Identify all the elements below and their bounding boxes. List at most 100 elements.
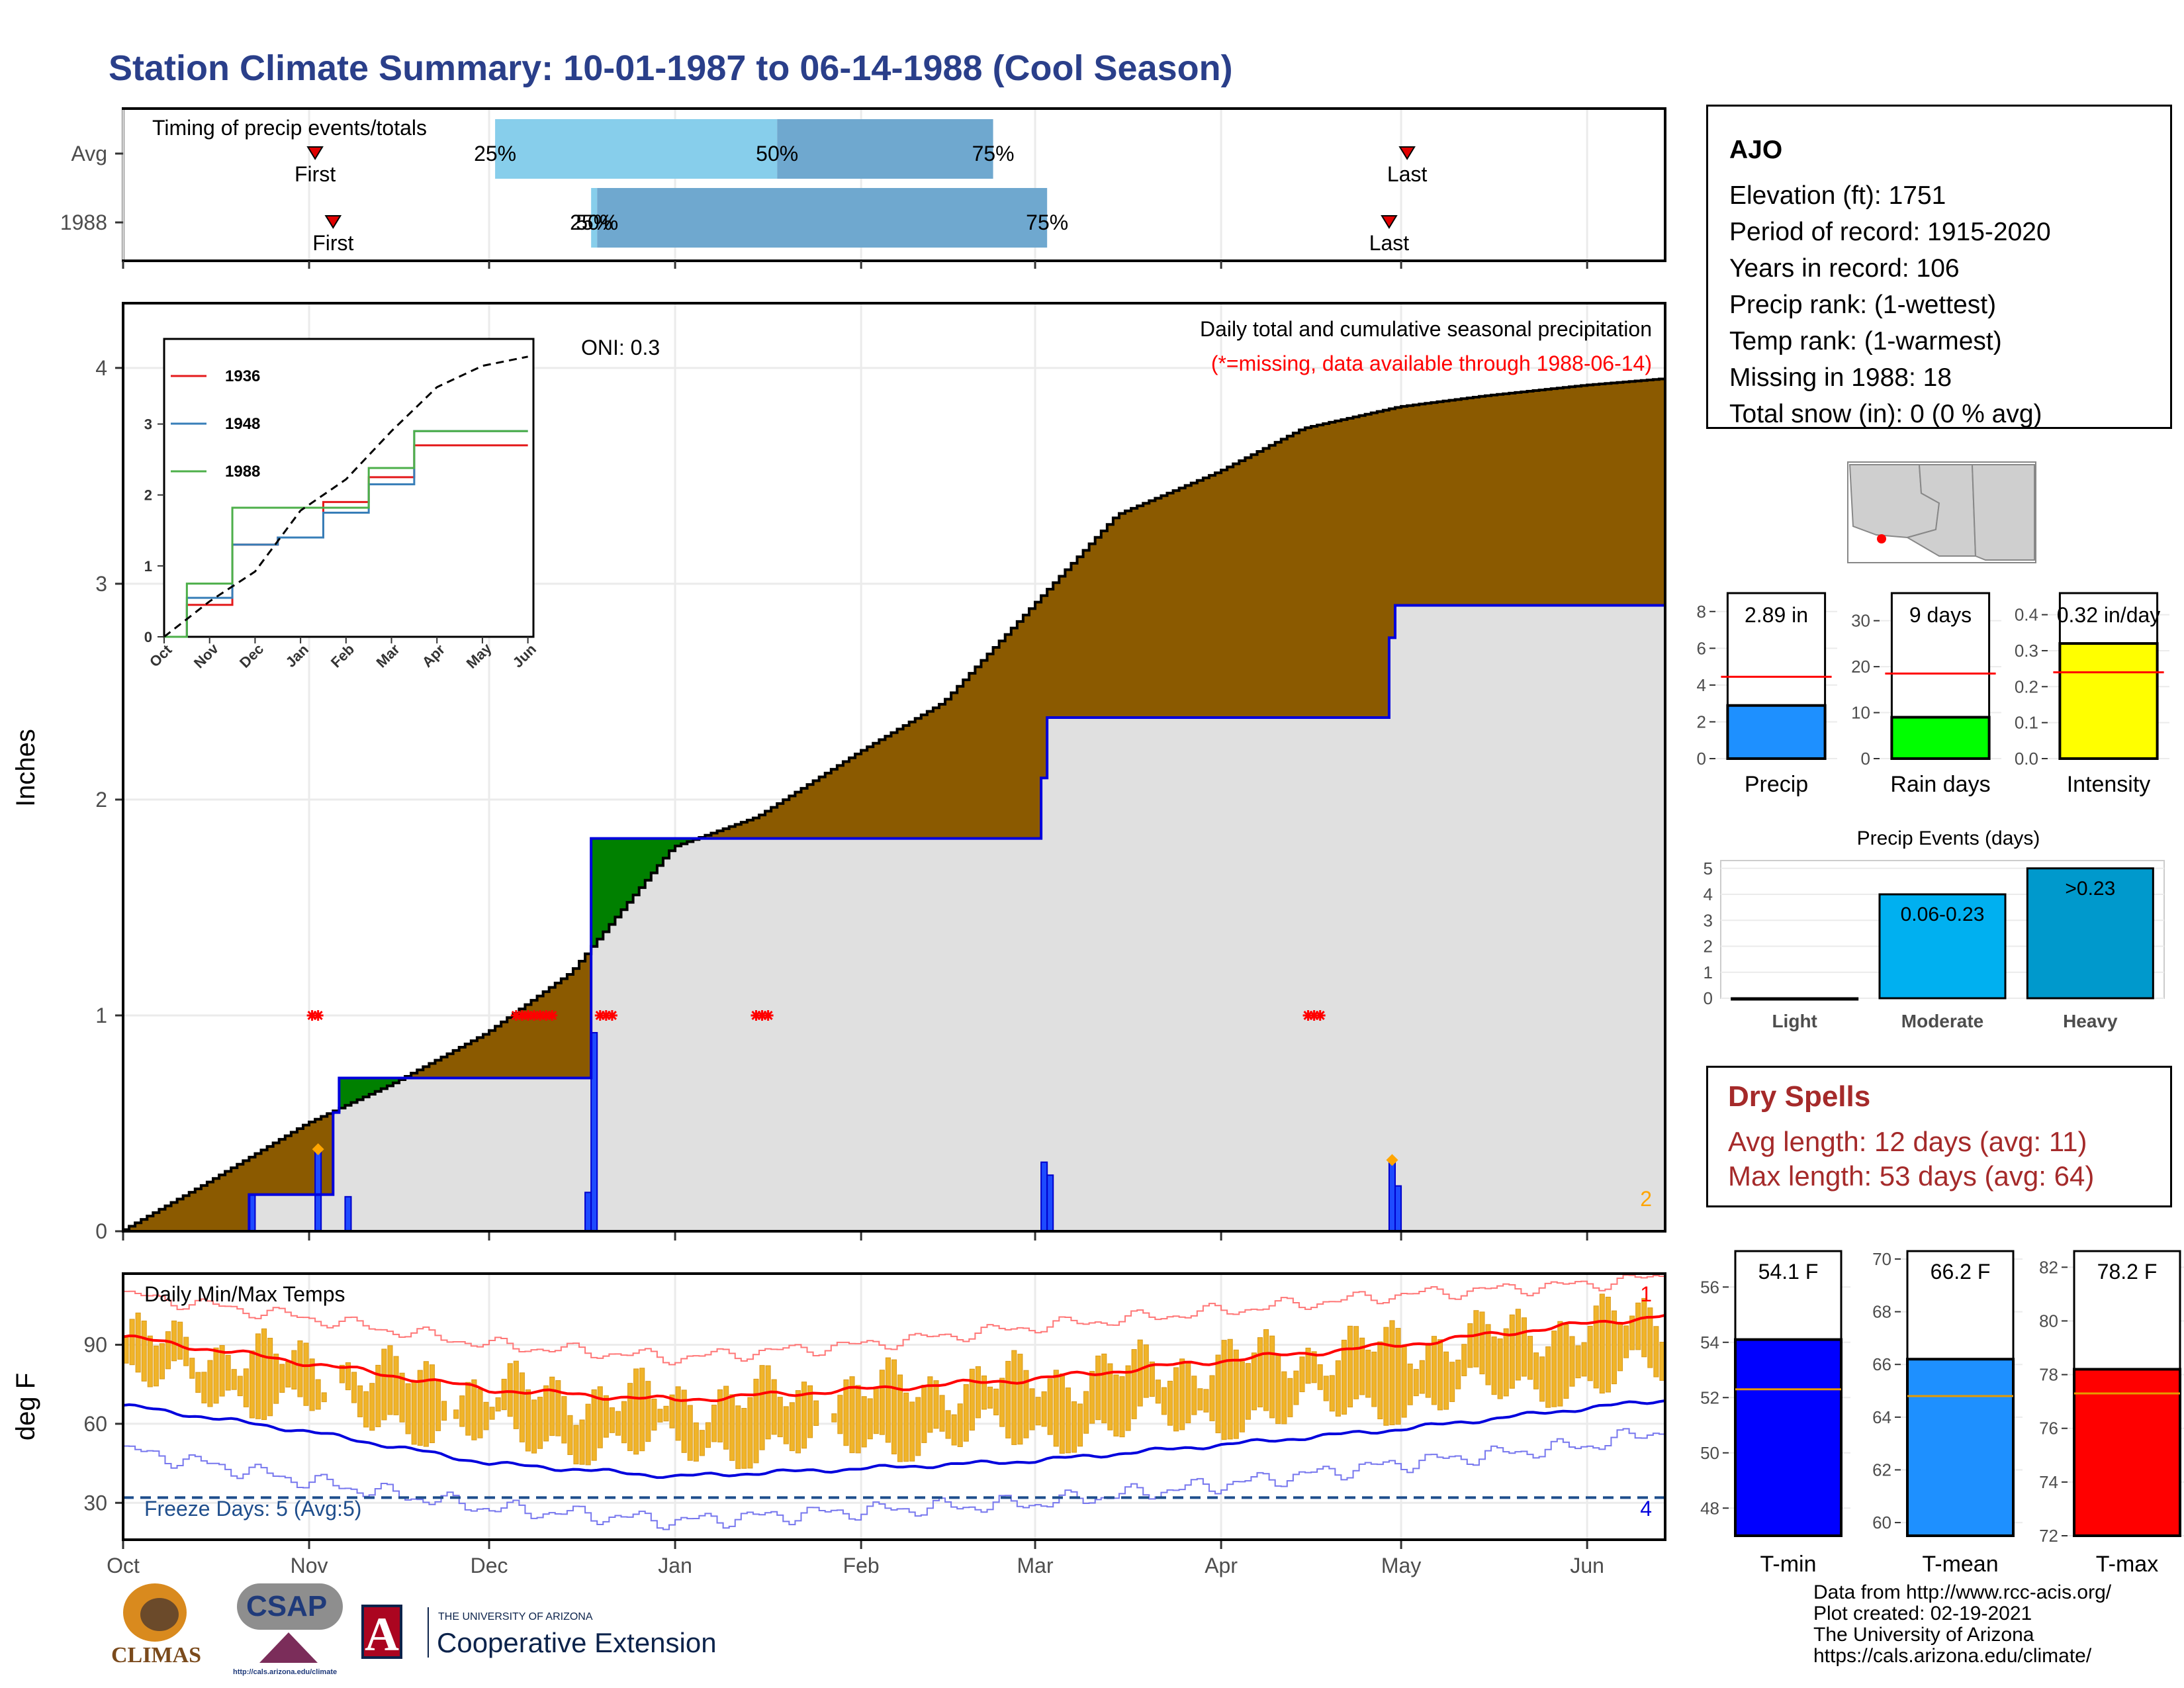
- precip-panel: 0 1 2 3 4 Daily total and cumulative seasonal…: [11, 302, 1666, 1243]
- daily-temp-bar: [615, 1411, 621, 1436]
- daily-temp-bar: [1473, 1310, 1479, 1368]
- events-bar: [2026, 867, 2154, 1000]
- temp-mini-label: T-max: [2096, 1552, 2158, 1577]
- cumulative-1988-area: [123, 605, 1665, 1231]
- daily-temp-bar: [609, 1407, 615, 1433]
- missing-day-marker: [312, 1009, 324, 1021]
- daily-temp-bar: [285, 1361, 291, 1387]
- daily-temp-bar: [1143, 1344, 1149, 1398]
- daily-temp-bar: [507, 1363, 513, 1417]
- daily-temp-bar: [927, 1376, 933, 1433]
- daily-temp-bar: [381, 1348, 387, 1421]
- daily-temp-bar: [861, 1396, 867, 1448]
- daily-temp-bar: [903, 1392, 909, 1462]
- daily-temp-bar: [1371, 1351, 1377, 1407]
- daily-temp-bar: [1245, 1363, 1251, 1420]
- daily-temp-bar: [897, 1374, 903, 1462]
- daily-temp-bar: [1575, 1345, 1581, 1379]
- timing-bar-q25-q50: [591, 188, 598, 248]
- timing-bar-q50-q75: [597, 188, 1048, 248]
- temp-mini-outline: [1906, 1250, 2015, 1360]
- daily-temp-bar: [237, 1376, 243, 1397]
- average-min-line: [122, 1399, 1666, 1479]
- daily-temp-bar: [1131, 1349, 1137, 1419]
- daily-temp-bar: [393, 1356, 399, 1415]
- missing-day-marker: [516, 1009, 527, 1021]
- daily-temp-bar: [1305, 1347, 1311, 1384]
- timing-bar-q50-q75: [777, 119, 993, 179]
- daily-temp-bar: [1311, 1351, 1317, 1383]
- daily-temp-bar: [729, 1394, 735, 1461]
- daily-temp-bar: [1359, 1337, 1365, 1395]
- daily-temp-bar: [1485, 1324, 1491, 1385]
- mini-ytick-label: 0.1: [2015, 713, 2038, 733]
- daily-temp-bar: [549, 1376, 555, 1436]
- daily-temp-bar: [627, 1383, 633, 1452]
- daily-temp-bar: [657, 1409, 663, 1423]
- missing-day-marker: [594, 1009, 606, 1021]
- inset-ytick-label: 2: [144, 487, 152, 504]
- daily-temp-bar: [639, 1368, 645, 1452]
- daily-temp-bar: [597, 1386, 603, 1448]
- daily-temp-bar: [987, 1386, 993, 1409]
- temp-mini-ytick-label: 62: [1872, 1460, 1891, 1479]
- daily-temp-bar: [1461, 1344, 1467, 1376]
- freeze-days-label: Freeze Days: 5 (Avg:5): [144, 1497, 361, 1521]
- daily-temp-bar: [1383, 1327, 1389, 1426]
- daily-temp-bar: [399, 1372, 405, 1423]
- daily-temp-bar: [519, 1372, 525, 1442]
- daily-temp-bar: [735, 1405, 741, 1470]
- timing-q25-label: 25%: [474, 142, 516, 165]
- missing-day-marker: [547, 1009, 558, 1021]
- missing-day-marker: [306, 1009, 318, 1021]
- daily-precip-bar: [584, 1192, 592, 1233]
- mini-bar-outline: [2058, 592, 2159, 645]
- climas-emblem-inner: [140, 1598, 179, 1631]
- month-xtick-label: Nov: [291, 1554, 328, 1577]
- cloud-icon: [237, 1583, 343, 1630]
- daily-temp-bar: [1179, 1358, 1185, 1430]
- daily-temp-bar: [765, 1365, 771, 1440]
- daily-temp-bar: [1065, 1387, 1071, 1454]
- daily-temp-bar: [297, 1340, 303, 1397]
- temp-mini-ytick-label: 68: [1872, 1302, 1891, 1322]
- month-xtick-label: Apr: [1205, 1554, 1238, 1577]
- daily-temp-bar: [303, 1342, 309, 1406]
- daily-temp-bar: [1641, 1297, 1647, 1358]
- daily-temp-bar: [1377, 1341, 1383, 1419]
- timing-heading: Timing of precip events/totals: [152, 116, 427, 140]
- daily-temp-bar: [543, 1385, 549, 1442]
- daily-temp-bar: [1479, 1311, 1485, 1375]
- daily-temp-bar: [831, 1413, 837, 1423]
- daily-temp-bar: [1137, 1339, 1143, 1407]
- daily-temp-bar: [1347, 1325, 1353, 1408]
- daily-temp-bar: [1497, 1338, 1503, 1399]
- temp-mini-value-bar: [1734, 1338, 1843, 1538]
- events-title: Precip Events (days): [1857, 827, 2040, 849]
- daily-temp-bar: [975, 1366, 981, 1419]
- mini-bar-label: Precip: [1745, 772, 1808, 797]
- daily-temp-bar: [1437, 1339, 1443, 1411]
- daily-temp-bar: [147, 1335, 153, 1387]
- precip-note: Daily total and cumulative seasonal prec…: [1200, 317, 1652, 341]
- daily-temp-bar: [171, 1320, 177, 1362]
- daily-temp-bar: [1563, 1324, 1569, 1399]
- daily-temp-bar: [339, 1364, 345, 1383]
- daily-temp-bar: [1041, 1391, 1047, 1427]
- precip-ytick-label: 4: [95, 356, 107, 380]
- daily-temp-bar: [183, 1336, 189, 1366]
- daily-temp-bar: [705, 1422, 711, 1448]
- mini-ytick-label: 0: [1697, 749, 1706, 769]
- climas-logo: CLIMAS: [109, 1583, 214, 1676]
- daily-temp-bar: [1089, 1371, 1095, 1424]
- last-event-marker: [1398, 146, 1416, 160]
- daily-temp-bar: [483, 1401, 489, 1430]
- daily-temp-bar: [231, 1369, 237, 1390]
- daily-temp-bar: [321, 1392, 327, 1403]
- daily-temp-bar: [1353, 1326, 1359, 1399]
- daily-temp-bar: [1095, 1355, 1101, 1421]
- daily-temp-bar: [1191, 1376, 1197, 1415]
- daily-temp-bar: [1317, 1364, 1323, 1390]
- temp-heading: Daily Min/Max Temps: [144, 1282, 345, 1306]
- mini-bar-value: [1726, 704, 1827, 760]
